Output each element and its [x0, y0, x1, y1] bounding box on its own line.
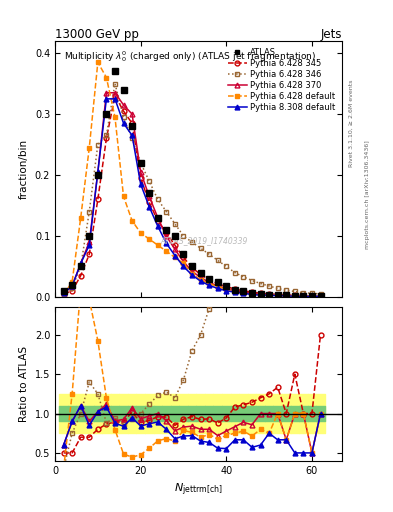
Y-axis label: fraction/bin: fraction/bin	[19, 139, 29, 199]
Y-axis label: Ratio to ATLAS: Ratio to ATLAS	[19, 346, 29, 422]
Text: Jets: Jets	[320, 28, 342, 41]
Text: Multiplicity $\lambda_0^0$ (charged only) (ATLAS jet fragmentation): Multiplicity $\lambda_0^0$ (charged only…	[64, 49, 316, 63]
X-axis label: $N_{\mathrm{jettrm[ch]}}$: $N_{\mathrm{jettrm[ch]}}$	[174, 481, 223, 498]
Text: ATLAS_2019_I1740339: ATLAS_2019_I1740339	[160, 236, 248, 245]
Text: mcplots.cern.ch [arXiv:1306.3436]: mcplots.cern.ch [arXiv:1306.3436]	[365, 140, 370, 249]
Legend: ATLAS, Pythia 6.428 345, Pythia 6.428 346, Pythia 6.428 370, Pythia 6.428 defaul: ATLAS, Pythia 6.428 345, Pythia 6.428 34…	[226, 45, 338, 115]
Text: Rivet 3.1.10, ≥ 2.6M events: Rivet 3.1.10, ≥ 2.6M events	[349, 79, 354, 166]
Text: 13000 GeV pp: 13000 GeV pp	[55, 28, 139, 41]
